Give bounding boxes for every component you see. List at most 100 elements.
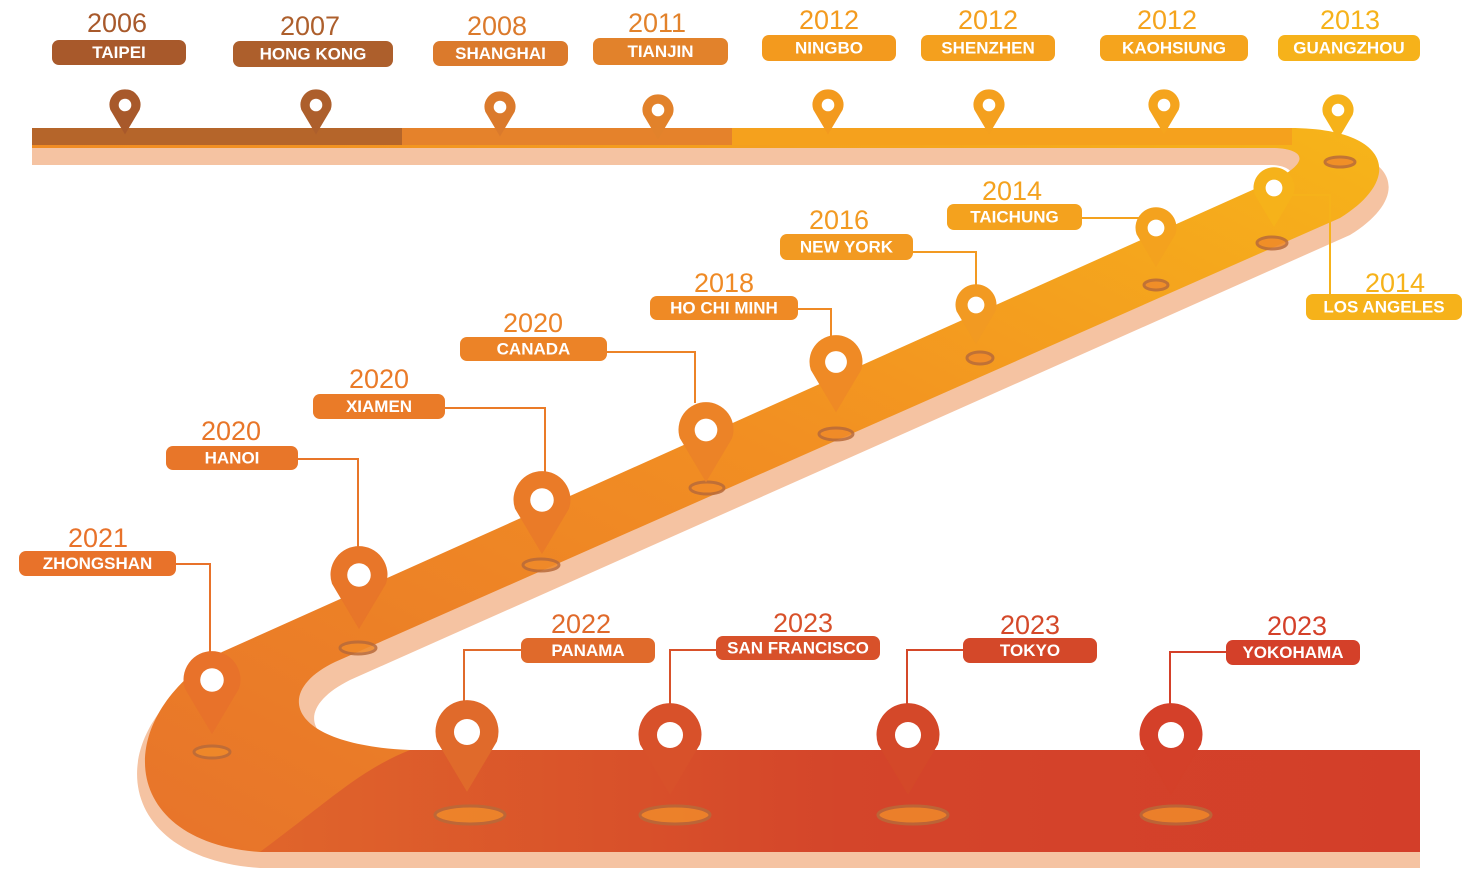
pin-dot [1158, 722, 1184, 748]
pin-dot [347, 563, 371, 587]
top-segment [732, 128, 1292, 145]
year: 2006 [87, 8, 147, 38]
pin [974, 90, 1004, 134]
year: 2012 [1137, 5, 1197, 35]
pin [813, 90, 843, 134]
milestone: 2020 HANOI [166, 416, 387, 654]
city: NEW YORK [800, 237, 894, 256]
top-segment [32, 128, 402, 145]
pin-dot [119, 99, 132, 112]
city: PANAMA [551, 641, 624, 660]
year: 2023 [1000, 610, 1060, 640]
city: TAIPEI [92, 43, 146, 62]
connector [464, 650, 521, 701]
pin-dot [530, 488, 554, 512]
city: TOKYO [1000, 641, 1060, 660]
pin-base [194, 746, 230, 758]
year: 2023 [773, 608, 833, 638]
milestone: 2012 NINGBO [762, 5, 896, 133]
year: 2012 [799, 5, 859, 35]
connector [176, 564, 210, 652]
pin-base [1141, 806, 1211, 824]
city: KAOHSIUNG [1122, 38, 1226, 57]
connector [607, 352, 695, 403]
connector [670, 650, 716, 704]
year: 2020 [503, 308, 563, 338]
milestone: 2007 HONG KONG [233, 11, 393, 133]
year: 2013 [1320, 5, 1380, 35]
city: YOKOHAMA [1242, 643, 1343, 662]
pin-base [878, 806, 948, 824]
pin-base [1144, 280, 1168, 290]
pin-base [340, 642, 376, 654]
year: 2023 [1267, 611, 1327, 641]
year: 2020 [349, 364, 409, 394]
city: TAICHUNG [970, 207, 1058, 226]
pin-dot [695, 419, 718, 442]
milestone: 2011 TIANJIN [593, 8, 728, 138]
milestone: 2012 KAOHSIUNG [1100, 5, 1248, 133]
pin-dot [494, 101, 507, 114]
year: 2007 [280, 11, 340, 41]
pin-dot [1158, 99, 1171, 112]
milestone: 2021ZHONGSHAN [19, 523, 240, 758]
connector [907, 650, 963, 704]
connector [1170, 652, 1226, 704]
year: 2016 [809, 205, 869, 235]
pin-dot [1148, 220, 1165, 237]
year: 2021 [68, 523, 128, 553]
connector [913, 252, 976, 285]
pin [301, 90, 331, 134]
city: SAN FRANCISCO [727, 638, 869, 657]
city: HO CHI MINH [670, 298, 778, 317]
pin-dot [822, 99, 835, 112]
milestone: 2008 SHANGHAI [433, 11, 568, 135]
pin-base [690, 482, 724, 494]
pin-base [967, 352, 993, 364]
year: 2020 [201, 416, 261, 446]
pin-dot [657, 722, 683, 748]
city: XIAMEN [346, 397, 412, 416]
city: SHENZHEN [941, 38, 1035, 57]
pin-dot [1332, 104, 1345, 117]
year: 2014 [982, 176, 1042, 206]
pin [110, 90, 140, 134]
city: ZHONGSHAN [43, 554, 153, 573]
pin-dot [968, 297, 985, 314]
timeline: 2006 TAIPEI 2007 HONG KONG 2008 SHANGHAI 2011 T… [0, 0, 1471, 870]
city: HONG KONG [260, 44, 367, 63]
pin-base [1325, 157, 1355, 167]
year: 2018 [694, 268, 754, 298]
top-segment [402, 128, 732, 145]
pin-dot [652, 104, 665, 117]
pin-dot [310, 99, 323, 112]
year: 2022 [551, 609, 611, 639]
city: SHANGHAI [455, 44, 546, 63]
pin-dot [895, 722, 921, 748]
city: HANOI [205, 448, 260, 467]
connector [298, 459, 358, 547]
pin-base [1257, 237, 1287, 249]
pin-base [640, 806, 710, 824]
pin-dot [200, 668, 224, 692]
pin [1149, 90, 1179, 134]
milestone: 2012 SHENZHEN [921, 5, 1055, 133]
pin-dot [1266, 180, 1283, 197]
city: LOS ANGELES [1323, 297, 1444, 316]
city: CANADA [497, 339, 571, 358]
year: 2012 [958, 5, 1018, 35]
city: GUANGZHOU [1293, 38, 1404, 57]
year: 2014 [1365, 268, 1425, 298]
pin-base [435, 806, 505, 824]
city: NINGBO [795, 38, 863, 57]
pin-base [523, 559, 559, 571]
pin-dot [983, 99, 996, 112]
pin-dot [825, 351, 847, 373]
year: 2011 [628, 8, 686, 38]
year: 2008 [467, 11, 527, 41]
milestone: 2006 TAIPEI [52, 8, 186, 133]
city: TIANJIN [627, 42, 693, 61]
connector [445, 408, 545, 472]
pin-dot [454, 719, 480, 745]
road [32, 128, 1420, 868]
